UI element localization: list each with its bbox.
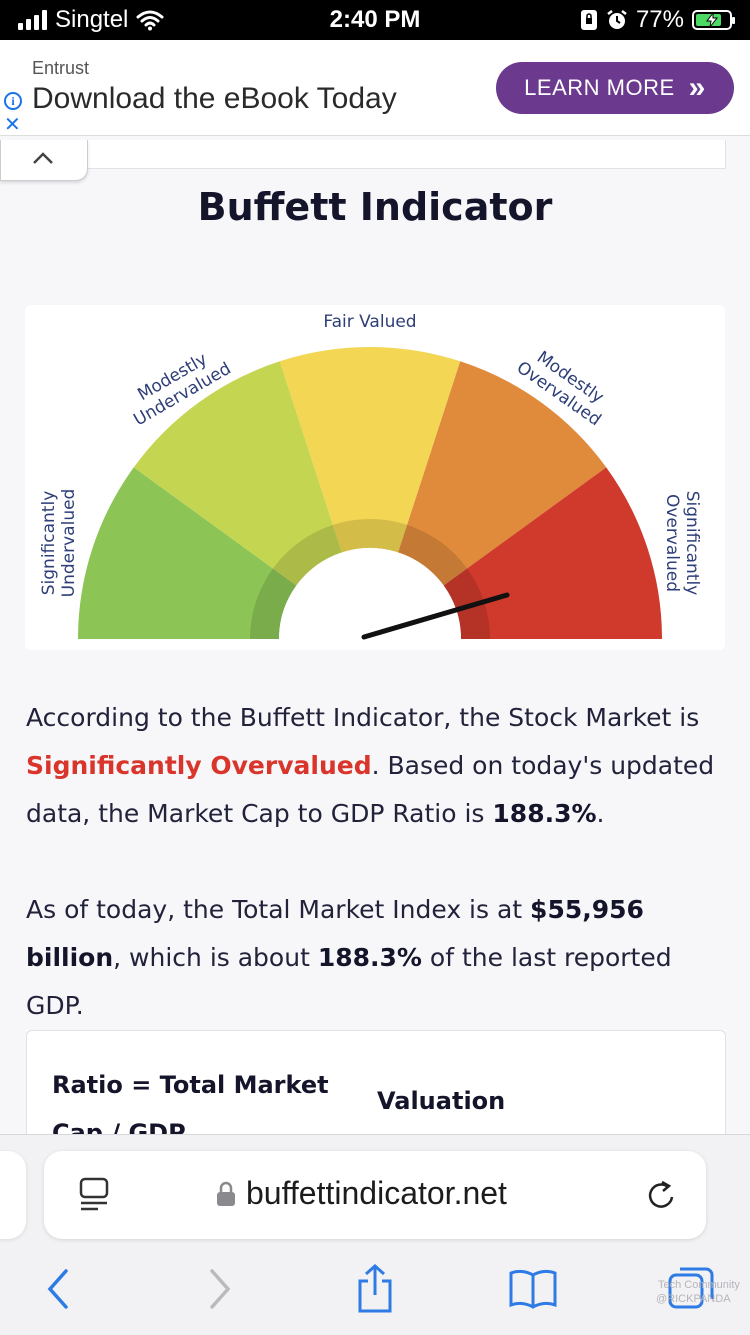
watermark-line-2: @RICKPANDA [656,1293,731,1305]
previous-tab-pill[interactable] [0,1151,26,1239]
segment-significantly-overvalued-inner-band [443,568,490,639]
gauge-needle [361,592,510,640]
browser-toolbar: buffettindicator.net [0,1134,750,1335]
ratio-value: 188.3% [492,799,597,828]
wifi-icon [136,10,164,31]
learn-more-button[interactable]: LEARN MORE » [496,62,734,114]
watermark-line-1: Tech Community [658,1279,740,1291]
back-icon[interactable] [44,1267,72,1311]
p2-text-c: of the last reported GDP. [26,943,672,1020]
url-text[interactable]: buffettindicator.net [246,1175,507,1211]
p1-text-b: . Based on today's updated data, the Mar… [26,751,715,828]
segment-modestly-overvalued-inner-band [398,524,468,586]
double-chevron-right-icon: » [688,71,706,104]
address-bar[interactable]: buffettindicator.net [44,1151,706,1239]
label-significantly-overvalued-2: Overvalued [662,494,682,592]
share-icon[interactable] [354,1263,396,1315]
ad-banner[interactable]: Entrust i ✕ Download the eBook Today LEA… [0,40,750,136]
paragraph-market-index: As of today, the Total Market Index is a… [26,886,726,1030]
segment-significantly-undervalued [78,467,297,639]
p2-text-b: , which is about [113,943,310,972]
reload-icon[interactable] [644,1177,678,1213]
label-significantly-undervalued-1: Significantly [39,491,59,596]
portrait-lock-icon [580,10,597,30]
segment-fair-valued [279,347,461,553]
alarm-icon [607,10,627,29]
tabs-icon[interactable] [666,1263,716,1313]
p1-text-a: According to the Buffett Indicator, the … [26,703,700,732]
label-significantly-undervalued-2: Undervalued [59,489,79,598]
p1-text-c: . [596,799,605,828]
ad-sponsor: Entrust [32,58,90,78]
page-title: Buffett Indicator [197,185,553,229]
carrier-name: Singtel [55,6,129,33]
status-bar: Singtel 2:40 PM 77% [0,0,750,40]
paragraph-status: According to the Buffett Indicator, the … [26,694,726,838]
clock: 2:40 PM [329,6,421,33]
valuation-gauge: Fair Valued Modestly Undervalued Modestl… [25,305,725,730]
valuation-table: Ratio = Total Market Cap / GDP Valuation [26,1030,726,1141]
ratio-value-2: 188.3% [317,943,422,972]
ad-info-icon[interactable]: i [4,92,22,110]
p2-text-a: As of today, the Total Market Index is a… [26,895,523,924]
label-fair-valued: Fair Valued [323,312,416,332]
bookmarks-icon[interactable] [508,1267,558,1311]
market-index-value: $55,956 billion [26,895,644,972]
segment-modestly-overvalued [398,361,607,586]
ad-headline[interactable]: Download the eBook Today [32,82,397,115]
ad-collapse-strip [86,140,726,169]
segment-modestly-undervalued-inner-band [272,524,342,586]
watermark: Tech Community @RICKPANDA [628,1278,740,1306]
segment-fair-valued-inner-band [332,519,408,553]
signal-icon [18,10,47,30]
ad-close-icon[interactable]: ✕ [4,112,21,136]
table-header-valuation: Valuation [377,1087,506,1115]
lock-icon [217,1181,235,1206]
chevron-up-icon [33,152,53,164]
battery-charging-icon [692,10,735,30]
segment-modestly-undervalued [133,361,342,586]
valuation-status: Significantly Overvalued [26,751,372,780]
collapse-ad-button[interactable] [0,140,88,181]
segment-significantly-undervalued-inner-band [250,568,297,639]
learn-more-label: LEARN MORE [524,75,675,100]
label-significantly-overvalued-1: Significantly [682,491,702,596]
battery-percent: 77% [635,6,684,33]
table-header-ratio: Ratio = Total Market Cap / GDP [52,1071,329,1141]
page-menu-icon[interactable] [78,1177,110,1213]
forward-icon[interactable] [206,1267,234,1311]
